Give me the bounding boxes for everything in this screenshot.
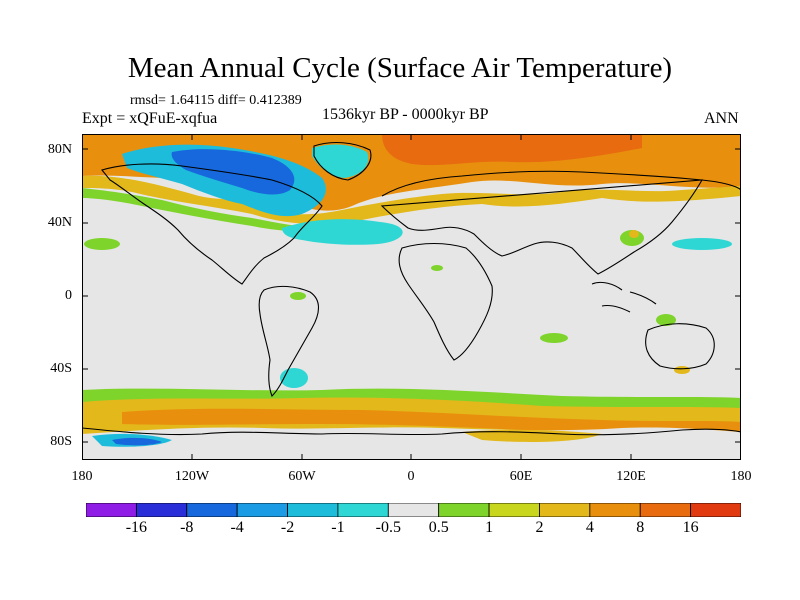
lat-label-80n: 80N (47, 142, 72, 157)
colorbar-label: -1 (331, 519, 345, 536)
colorbar-label: -0.5 (375, 519, 401, 536)
colorbar-label: -2 (280, 519, 295, 536)
colorbar-label: 1 (485, 519, 494, 536)
figure-title: Mean Annual Cycle (Surface Air Temperatu… (127, 52, 673, 84)
map-frame (82, 134, 741, 460)
colorbar-label: 2 (535, 519, 544, 536)
colorbar-swatch (337, 503, 389, 517)
south-america-green-patch (290, 292, 306, 300)
colorbar-label: 16 (682, 519, 699, 536)
colorbar-swatch (539, 503, 591, 517)
colorbar-swatch (589, 503, 641, 517)
colorbar-swatch (186, 503, 238, 517)
colorbar-swatch (690, 503, 741, 517)
lat-label-0: 0 (65, 288, 72, 303)
greenland-cold (312, 144, 369, 178)
colorbar-label: 4 (585, 519, 594, 536)
north-atlantic-cold-tongue (282, 219, 403, 245)
north-america-strong-cold (171, 149, 295, 195)
north-america-outline (101, 163, 323, 285)
south-america-outline (258, 285, 320, 397)
lon-label-60e: 60E (509, 469, 533, 484)
colorbar-label: -4 (230, 519, 244, 536)
period-label: 1536kyr BP - 0000kyr BP (322, 106, 489, 123)
lon-label-120e: 120E (616, 469, 646, 484)
pacific-cyan-patch (672, 238, 732, 250)
lat-label-80s: 80S (50, 434, 72, 449)
lat-label-40s: 40S (50, 361, 72, 376)
colorbar-swatch (639, 503, 692, 517)
greenland-outline (313, 141, 372, 181)
colorbar-swatch (135, 503, 188, 517)
europe-asia-outline (380, 170, 741, 275)
australia-outline (645, 323, 715, 370)
lon-label-180e: 180 (730, 469, 752, 484)
coastlines (82, 141, 741, 436)
colorbar-label: 8 (636, 519, 645, 536)
indian-ocean-green-patch (540, 333, 568, 343)
temperature-map (82, 134, 741, 460)
lon-label-180w: 180 (71, 469, 93, 484)
antarctica-strong-cold (112, 437, 162, 446)
africa-outline (398, 243, 493, 361)
lat-label-40n: 40N (47, 215, 72, 230)
colorbar-swatch (438, 503, 490, 517)
colorbar-swatch (488, 503, 540, 517)
colorbar-swatch (387, 503, 440, 517)
tasman-patch (674, 366, 690, 374)
arctic-green-fringe (82, 188, 332, 232)
colorbar-label: 0.5 (428, 519, 449, 536)
maritime-continent-outline (591, 281, 657, 313)
lon-label-120w: 120W (174, 469, 210, 484)
season-label: ANN (704, 110, 739, 127)
australia-green-patch (656, 314, 676, 326)
colorbar-swatch (86, 503, 137, 517)
lon-label-0: 0 (407, 469, 415, 484)
colorbar-swatch (236, 503, 288, 517)
experiment-label: Expt = xQFuE-xqfua (82, 110, 218, 127)
africa-green-patch (431, 265, 443, 271)
colorbar (86, 503, 741, 517)
colorbar-label: -16 (125, 519, 148, 536)
pacific-green-patch (84, 238, 120, 250)
lon-label-60w: 60W (288, 469, 316, 484)
arctic-strong-warm (382, 134, 642, 166)
east-asia-yellow-patch (629, 230, 639, 238)
southern-ocean-strong-warm (122, 408, 741, 437)
colorbar-swatch (287, 503, 339, 517)
stats-text: rmsd= 1.64115 diff= 0.412389 (130, 93, 302, 108)
antarctica-warm-patch (462, 429, 602, 442)
colorbar-label: -8 (180, 519, 194, 536)
arctic-yellow-fringe (82, 175, 741, 225)
antarctica-outline (82, 427, 741, 436)
